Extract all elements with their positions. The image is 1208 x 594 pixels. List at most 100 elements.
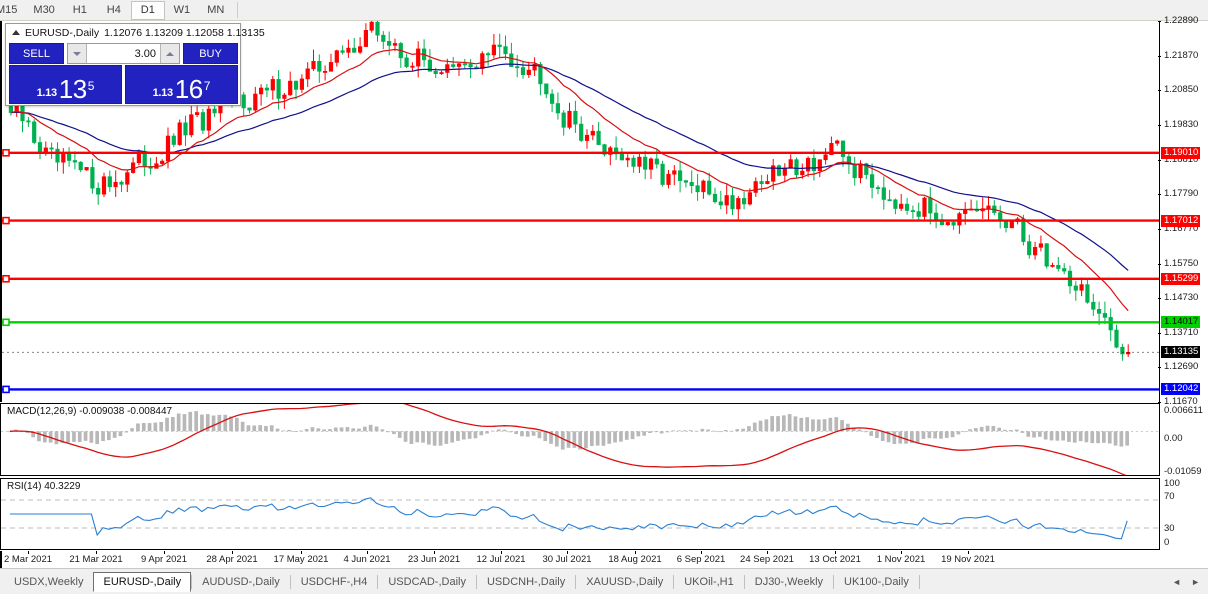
date-tick-label: 1 Nov 2021 (876, 554, 926, 565)
rsi-tick-label: 70 (1164, 491, 1175, 502)
price-tick-label: 1.15750 (1164, 257, 1199, 269)
date-tick-label: 13 Oct 2021 (809, 554, 861, 565)
tab-divider (918, 574, 920, 589)
date-tick-mark (901, 551, 902, 554)
chart-tab-usdx-weekly[interactable]: USDX,Weekly (14, 575, 84, 588)
trade-panel-header: EURUSD-,Daily 1.12076 1.13209 1.12058 1.… (6, 24, 265, 41)
price-level-tag-support[interactable]: 1.12042 (1161, 383, 1201, 396)
date-tick-label: 30 Jul 2021 (542, 554, 592, 565)
quote-row: 1.13 13 5 1.13 16 7 (9, 65, 238, 104)
scroll-left-icon[interactable]: ◄ (1172, 576, 1182, 587)
price-tick-mark (1158, 228, 1161, 230)
date-tick-mark (367, 551, 368, 554)
price-level-tag-current[interactable]: 1.13135 (1161, 346, 1201, 359)
price-tick-mark (1158, 402, 1161, 403)
macd-pane[interactable]: MACD(12,26,9) -0.009038 -0.008447 (0, 403, 1160, 476)
price-tick-label: 1.19830 (1164, 118, 1199, 130)
macd-svg (1, 404, 1159, 475)
timeframe-button-mn[interactable]: MN (207, 4, 225, 16)
price-tick-mark (1158, 55, 1161, 57)
buy-button-top[interactable]: BUY (183, 43, 238, 64)
price-tick-mark (1158, 332, 1161, 334)
toolbar-divider (236, 2, 238, 18)
date-tick-mark (96, 551, 97, 554)
sell-price-prefix: 1.13 (36, 87, 58, 99)
price-tick-mark (1158, 367, 1161, 369)
rsi-svg (1, 497, 1159, 540)
price-axis-scale[interactable]: 1.22890 1.21870 1.20850 1.19830 1.18810 1.177… (1158, 15, 1208, 407)
price-tick-mark (1158, 21, 1161, 22)
chart-tab-bar[interactable]: USDX,Weekly EURUSD-,Daily AUDUSD-,Daily USD… (0, 568, 1208, 594)
timeframe-button-w1[interactable]: W1 (173, 4, 191, 16)
date-tick-label: 6 Sep 2021 (676, 554, 726, 565)
tab-divider (377, 574, 379, 589)
one-click-trading-panel[interactable]: EURUSD-,Daily 1.12076 1.13209 1.12058 1.… (5, 23, 265, 106)
timeframe-button-h1[interactable]: H1 (72, 4, 87, 16)
macd-label: MACD(12,26,9) -0.009038 -0.008447 (5, 406, 175, 417)
buy-price-fraction: 7 (203, 79, 211, 93)
date-tick-label: 9 Apr 2021 (141, 554, 187, 565)
price-tick-mark (1158, 159, 1161, 161)
sell-price-fraction: 5 (87, 79, 95, 93)
buy-price-button[interactable]: 1.13 16 7 (125, 65, 238, 104)
trade-controls-row: SELL 3.00 BUY (9, 43, 238, 64)
date-tick-mark (701, 551, 702, 554)
date-tick-mark (301, 551, 302, 554)
macd-axis-scale: 0.006611 0.00 -0.01059 (1161, 403, 1208, 477)
chart-tab-dj30-weekly[interactable]: DJ30-,Weekly (754, 575, 824, 588)
chart-tab-audusd-daily[interactable]: AUDUSD-,Daily (202, 575, 280, 588)
chart-tab-xauusd-daily[interactable]: XAUUSD-,Daily (586, 575, 664, 588)
chart-tab-ukoil-h1[interactable]: UKOil-,H1 (684, 575, 734, 588)
price-candlestick-svg (2, 21, 1159, 394)
rsi-pane[interactable]: RSI(14) 40.3229 (0, 478, 1160, 550)
tab-scroll-controls[interactable]: ◄ ► (1172, 577, 1208, 587)
volume-stepper[interactable]: 3.00 (67, 43, 180, 64)
volume-input[interactable]: 3.00 (87, 44, 160, 63)
timeframe-button-h4[interactable]: H4 (106, 4, 121, 16)
date-tick-label: 28 Apr 2021 (206, 554, 258, 565)
price-tick-mark (1158, 194, 1161, 196)
date-tick-mark (501, 551, 502, 554)
timeframe-button-d1[interactable]: D1 (130, 0, 165, 20)
date-tick-label: 23 Jun 2021 (407, 554, 461, 565)
price-level-tag-resistance[interactable]: 1.15299 (1161, 272, 1201, 285)
chevron-down-icon (73, 51, 81, 56)
chart-tab-eurusd-daily[interactable]: EURUSD-,Daily (93, 571, 192, 592)
price-tick-mark (1158, 298, 1161, 300)
price-level-tag-pivot[interactable]: 1.14017 (1161, 316, 1201, 329)
chart-tab-uk100-daily[interactable]: UK100-,Daily (844, 575, 909, 588)
volume-increment-button[interactable] (160, 44, 179, 63)
price-tick-label: 1.11670 (1164, 396, 1198, 407)
chart-tab-usdcad-daily[interactable]: USDCAD-,Daily (388, 575, 466, 588)
chart-tab-usdchf-h4[interactable]: USDCHF-,H4 (300, 575, 368, 588)
timeframe-button-m30[interactable]: M30 (33, 4, 55, 16)
macd-tick-label: -0.01059 (1164, 466, 1202, 477)
date-tick-mark (28, 551, 29, 554)
ohlc-values: 1.12076 1.13209 1.12058 1.13135 (104, 26, 265, 39)
macd-tick-label: 0.006611 (1164, 405, 1203, 416)
buy-price-main: 16 (174, 74, 203, 104)
date-tick-mark (635, 551, 636, 554)
date-tick-label: 19 Nov 2021 (941, 554, 995, 565)
buy-price-prefix: 1.13 (152, 87, 174, 99)
price-level-tag-resistance[interactable]: 1.17012 (1161, 214, 1201, 227)
price-level-tag-resistance[interactable]: 1.19010 (1161, 146, 1201, 159)
price-tick-label: 1.13710 (1164, 326, 1199, 338)
sell-price-button[interactable]: 1.13 13 5 (9, 65, 122, 104)
timeframe-button-m15[interactable]: M15 (0, 4, 18, 16)
collapse-arrow-icon[interactable] (12, 30, 20, 35)
scroll-right-icon[interactable]: ► (1191, 576, 1200, 587)
date-tick-mark (767, 551, 768, 554)
date-tick-label: 12 Jul 2021 (476, 554, 526, 565)
date-tick-mark (835, 551, 836, 554)
chart-tab-usdcnh-daily[interactable]: USDCNH-,Daily (486, 575, 566, 588)
sell-button-top[interactable]: SELL (9, 43, 64, 64)
tab-divider (833, 574, 835, 589)
price-tick-mark (1158, 263, 1161, 265)
price-tick-mark (1158, 90, 1161, 92)
volume-decrement-button[interactable] (68, 44, 87, 63)
date-axis[interactable]: 2 Mar 2021 21 Mar 2021 9 Apr 2021 28 Apr 20… (0, 551, 1160, 568)
timeframe-toolbar: M15 M30 H1 H4 D1 W1 MN (0, 0, 1208, 21)
price-tick-label: 1.14730 (1164, 292, 1199, 304)
